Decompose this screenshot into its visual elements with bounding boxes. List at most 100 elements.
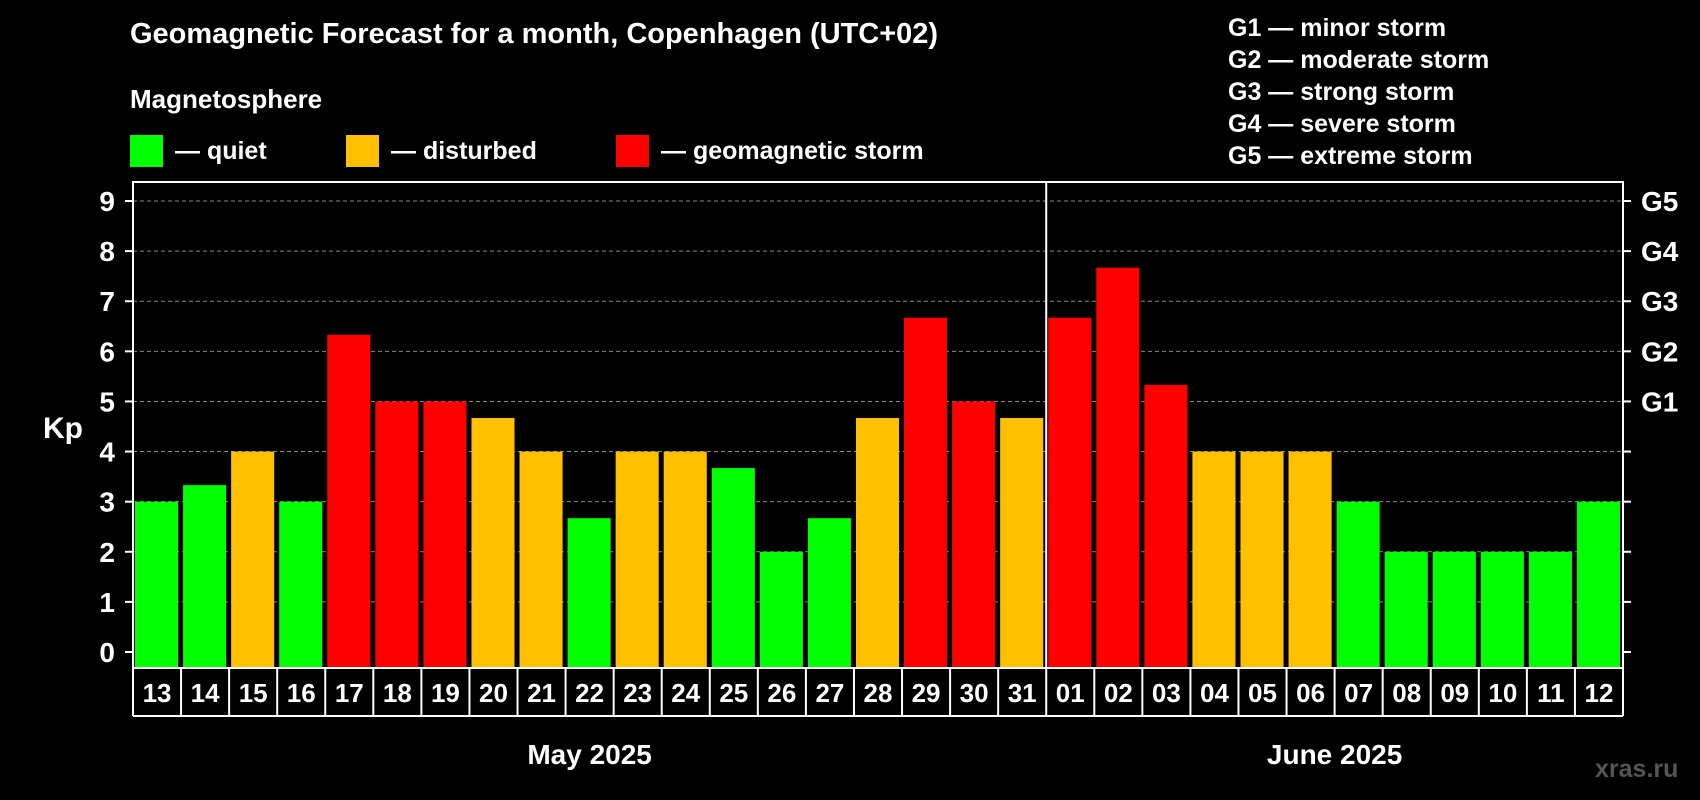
y-tick-label: 0 xyxy=(99,637,115,668)
storm-legend-g4: G4 — severe storm xyxy=(1228,110,1456,138)
bar xyxy=(1048,317,1092,668)
bar xyxy=(855,417,900,668)
chart-subtitle: Magnetosphere xyxy=(130,84,323,114)
x-tick-label: 18 xyxy=(383,678,412,708)
legend-swatch-storm xyxy=(616,135,649,167)
y-tick-label: 1 xyxy=(99,587,115,618)
y-tick-label: 6 xyxy=(99,336,115,367)
bar xyxy=(1384,551,1428,668)
legend-swatch-disturbed xyxy=(346,135,379,167)
storm-legend-g1: G1 — minor storm xyxy=(1228,14,1447,42)
bar xyxy=(1240,451,1284,668)
storm-legend-g3: G3 — strong storm xyxy=(1228,78,1455,106)
x-tick-label: 15 xyxy=(239,678,268,708)
legend-label-quiet: — quiet xyxy=(175,136,267,165)
bar xyxy=(1144,384,1188,668)
bar xyxy=(807,518,851,668)
x-tick-label: 24 xyxy=(671,678,700,708)
x-tick-label: 02 xyxy=(1104,678,1133,708)
right-axis-label: G5 xyxy=(1641,186,1678,217)
bar xyxy=(1480,551,1524,668)
x-tick-label: 05 xyxy=(1248,678,1277,708)
storm-legend-g2: G2 — moderate storm xyxy=(1228,46,1490,74)
x-tick-label: 30 xyxy=(960,678,989,708)
bar xyxy=(1528,551,1572,668)
y-tick-label: 2 xyxy=(99,537,115,568)
bar xyxy=(615,451,659,668)
x-tick-label: 01 xyxy=(1056,678,1085,708)
legend-item-storm: — geomagnetic storm xyxy=(616,135,924,167)
x-tick-label: 17 xyxy=(335,678,364,708)
storm-scale-legend: G1 — minor storm G2 — moderate storm G3 … xyxy=(1228,12,1489,172)
storm-legend-g5: G5 — extreme storm xyxy=(1228,142,1473,170)
x-tick-label: 19 xyxy=(431,678,460,708)
chart-title: Geomagnetic Forecast for a month, Copenh… xyxy=(130,18,939,50)
x-tick-label: 06 xyxy=(1296,678,1325,708)
x-tick-label: 23 xyxy=(623,678,652,708)
bar xyxy=(1000,417,1044,668)
y-tick-label: 9 xyxy=(99,186,115,217)
bar xyxy=(759,551,803,668)
y-tick-label: 8 xyxy=(99,236,115,267)
bar xyxy=(1576,501,1620,668)
month-label: June 2025 xyxy=(1267,739,1402,770)
bar xyxy=(279,501,323,668)
bar xyxy=(135,501,179,668)
bar xyxy=(375,401,419,668)
y-tick-label: 3 xyxy=(99,487,115,518)
x-tick-label: 29 xyxy=(912,678,941,708)
y-tick-label: 4 xyxy=(99,437,115,468)
legend-swatch-quiet xyxy=(130,135,163,167)
x-tick-label: 10 xyxy=(1488,678,1517,708)
x-tick-label: 04 xyxy=(1200,678,1229,708)
x-tick-label: 16 xyxy=(287,678,316,708)
bar xyxy=(183,485,227,668)
x-tick-label: 08 xyxy=(1392,678,1421,708)
y-tick-label: 7 xyxy=(99,286,115,317)
x-tick-label: 07 xyxy=(1344,678,1373,708)
bar xyxy=(1432,551,1476,668)
x-tick-label: 27 xyxy=(815,678,844,708)
right-axis-label: G2 xyxy=(1641,336,1678,367)
month-label: May 2025 xyxy=(527,739,652,770)
bar xyxy=(231,451,275,668)
x-tick-label: 03 xyxy=(1152,678,1181,708)
x-tick-label: 20 xyxy=(479,678,508,708)
watermark: xras.ru xyxy=(1595,755,1679,783)
x-tick-label: 21 xyxy=(527,678,556,708)
x-tick-label: 12 xyxy=(1585,678,1614,708)
right-axis-label: G1 xyxy=(1641,386,1678,417)
x-tick-label: 25 xyxy=(719,678,748,708)
bar xyxy=(519,451,563,668)
legend-item-quiet: — quiet xyxy=(130,135,267,167)
y-axis-label: Kp xyxy=(43,412,83,445)
x-tick-label: 13 xyxy=(143,678,172,708)
bar xyxy=(711,468,755,668)
x-tick-label: 09 xyxy=(1440,678,1469,708)
bar xyxy=(1336,501,1380,668)
bar xyxy=(327,334,371,668)
bar xyxy=(1288,451,1332,668)
bar xyxy=(1192,451,1236,668)
x-tick-label: 14 xyxy=(191,678,220,708)
legend-item-disturbed: — disturbed xyxy=(346,135,537,167)
bar xyxy=(904,317,948,668)
bar xyxy=(663,451,707,668)
right-axis-label: G3 xyxy=(1641,286,1678,317)
bar xyxy=(471,417,515,668)
bar xyxy=(1096,267,1140,668)
plot-frame xyxy=(132,181,1624,669)
legend-label-storm: — geomagnetic storm xyxy=(661,136,924,165)
x-tick-label: 22 xyxy=(575,678,604,708)
x-tick-label: 31 xyxy=(1008,678,1037,708)
x-tick-label: 26 xyxy=(767,678,796,708)
y-tick-label: 5 xyxy=(99,386,115,417)
bar xyxy=(567,518,611,668)
legend-label-disturbed: — disturbed xyxy=(391,136,537,165)
bar xyxy=(423,401,467,668)
x-tick-label: 28 xyxy=(864,678,893,708)
right-axis-label: G4 xyxy=(1641,236,1679,267)
bar xyxy=(952,401,996,668)
x-tick-label: 11 xyxy=(1537,678,1565,708)
